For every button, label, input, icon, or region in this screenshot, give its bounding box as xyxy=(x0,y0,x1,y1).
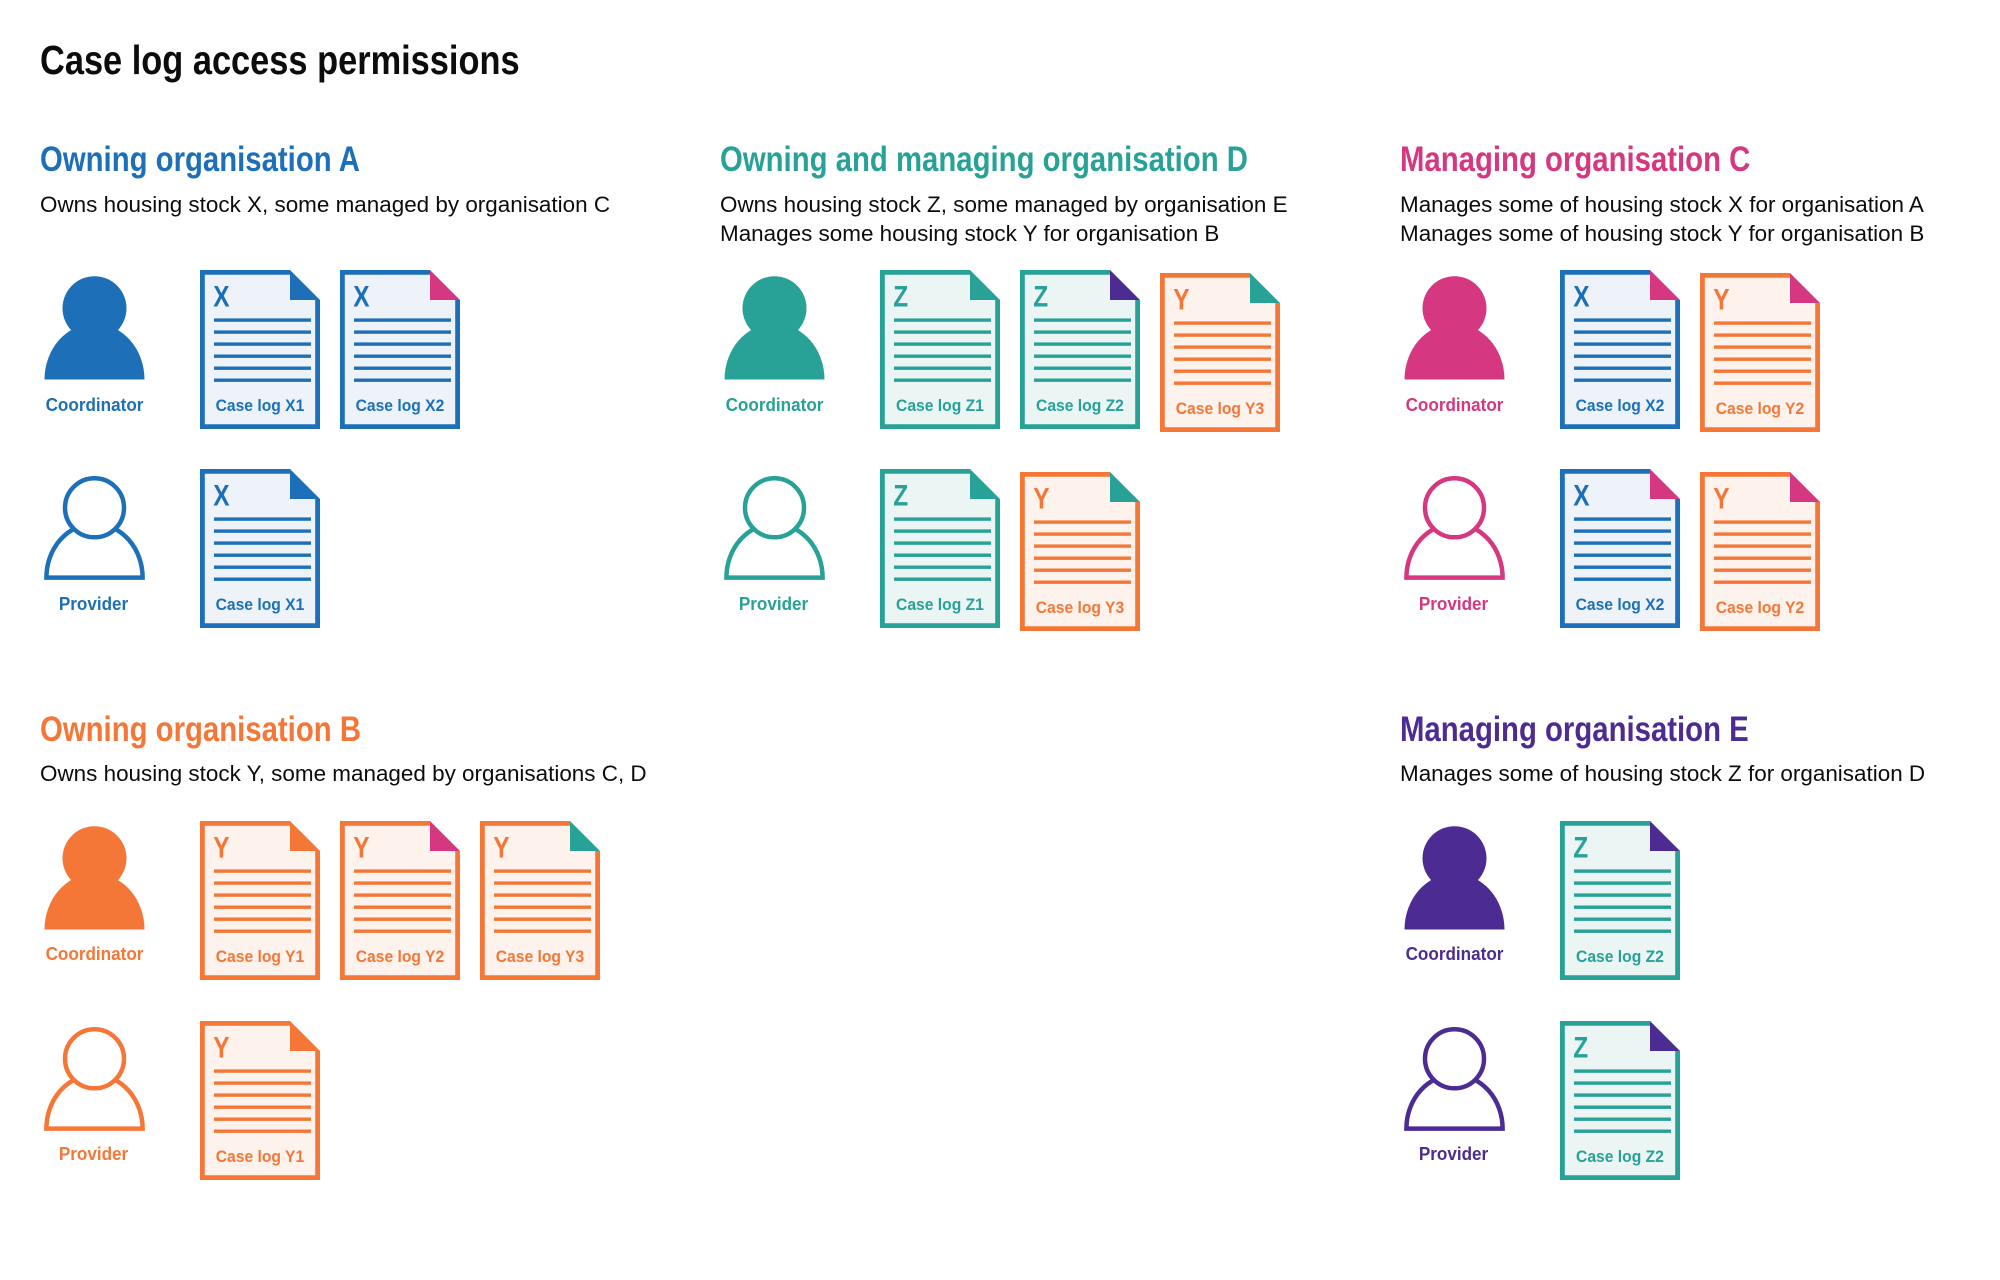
svg-text:Z: Z xyxy=(1573,830,1588,864)
svg-text:Case log Y1: Case log Y1 xyxy=(216,1147,304,1166)
svg-text:Y: Y xyxy=(213,1030,229,1064)
svg-text:Z: Z xyxy=(893,279,908,313)
svg-text:Case log Z1: Case log Z1 xyxy=(896,595,984,614)
svg-text:Y: Y xyxy=(1033,481,1049,515)
svg-text:Case log Y3: Case log Y3 xyxy=(1036,598,1124,617)
svg-text:Y: Y xyxy=(213,830,229,864)
svg-text:Case log X2: Case log X2 xyxy=(1576,595,1665,614)
svg-text:Case log Y3: Case log Y3 xyxy=(496,947,584,966)
svg-text:X: X xyxy=(213,279,230,313)
svg-text:Case log Y1: Case log Y1 xyxy=(216,947,304,966)
svg-text:X: X xyxy=(213,478,230,512)
svg-text:Case log X2: Case log X2 xyxy=(356,396,445,415)
svg-text:Case log X1: Case log X1 xyxy=(216,396,305,415)
svg-text:X: X xyxy=(1573,279,1590,313)
svg-text:Case log X1: Case log X1 xyxy=(216,595,305,614)
svg-text:Z: Z xyxy=(1033,279,1048,313)
svg-text:X: X xyxy=(353,279,370,313)
svg-text:Y: Y xyxy=(1713,481,1729,515)
svg-text:Case log Y2: Case log Y2 xyxy=(1716,598,1804,617)
svg-text:Case log Y2: Case log Y2 xyxy=(1716,399,1804,418)
svg-text:Case log X2: Case log X2 xyxy=(1576,396,1665,415)
svg-text:Z: Z xyxy=(1573,1030,1588,1064)
svg-text:Y: Y xyxy=(1173,282,1189,316)
svg-text:X: X xyxy=(1573,478,1590,512)
svg-text:Case log Z2: Case log Z2 xyxy=(1576,1147,1664,1166)
svg-text:Y: Y xyxy=(493,830,509,864)
svg-text:Case log Z1: Case log Z1 xyxy=(896,396,984,415)
svg-text:Case log Y2: Case log Y2 xyxy=(356,947,444,966)
svg-text:Y: Y xyxy=(1713,282,1729,316)
svg-text:Case log Z2: Case log Z2 xyxy=(1036,396,1124,415)
svg-text:Z: Z xyxy=(893,478,908,512)
svg-text:Case log Y3: Case log Y3 xyxy=(1176,399,1264,418)
svg-text:Case log Z2: Case log Z2 xyxy=(1576,947,1664,966)
svg-text:Y: Y xyxy=(353,830,369,864)
